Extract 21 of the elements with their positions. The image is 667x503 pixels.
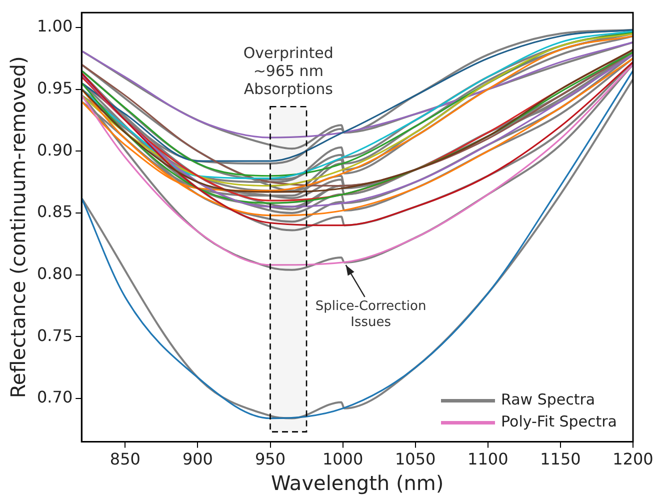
y-axis-title: Reflectance (continuum-removed) [6,56,30,398]
x-tick-label: 850 [110,450,140,469]
y-tick-label: 0.85 [37,202,73,222]
y-tick-label: 0.95 [37,78,73,98]
x-tick-label: 1150 [540,450,581,469]
x-tick-label: 1100 [468,450,508,469]
x-tick-label: 1000 [322,450,364,469]
legend-label: Poly-Fit Spectra [501,412,618,431]
x-tick-label: 1050 [394,450,436,469]
x-tick-label: 950 [254,450,286,469]
x-tick-label: 900 [182,450,213,469]
y-tick-label: 0.90 [37,140,73,160]
y-tick-label: 0.75 [37,326,73,345]
y-tick-label: 0.70 [37,388,73,407]
band-label: Overprinted ~965 nm Absorptions [243,44,334,98]
x-tick-label: 1200 [612,450,654,469]
y-tick-label: 0.80 [37,264,73,283]
y-tick-label: 1.00 [37,16,73,36]
x-axis-title: Wavelength (nm) [270,471,444,496]
legend-label: Raw Spectra [501,390,596,409]
annotation: Splice-Correction Issues [315,298,426,330]
